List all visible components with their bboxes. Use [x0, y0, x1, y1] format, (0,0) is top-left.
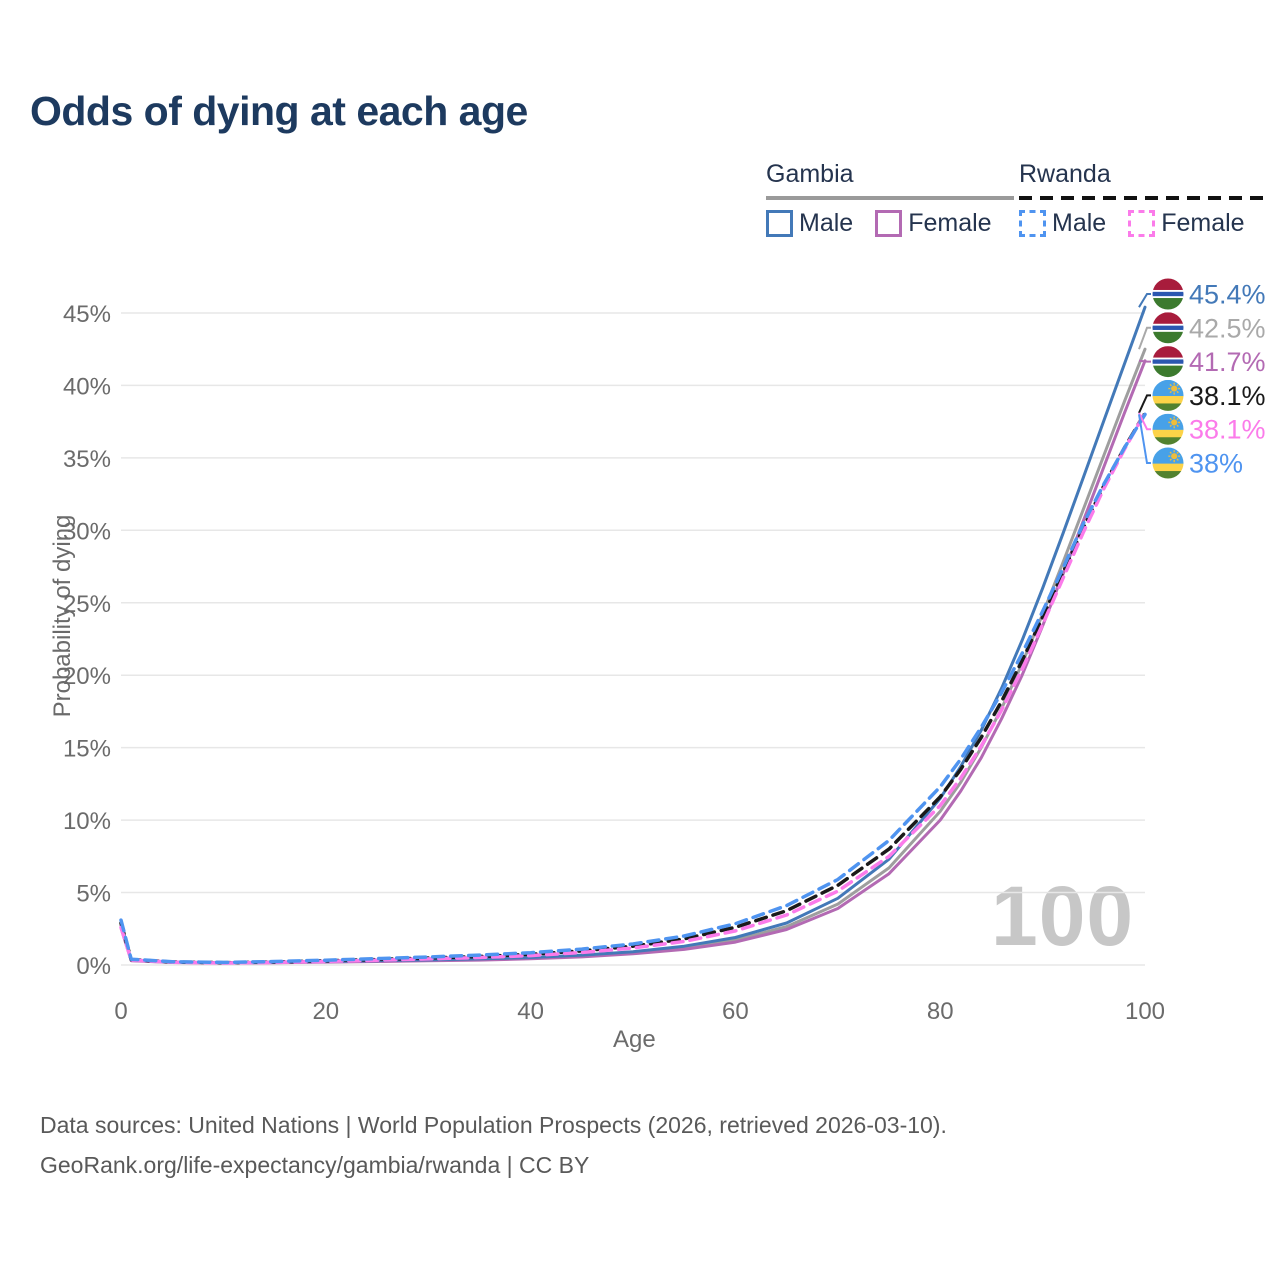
end-label-leader-line	[1138, 394, 1151, 414]
gambia-flag-icon	[1152, 278, 1184, 310]
end-value-label-rwanda-male: 38%	[1189, 449, 1243, 479]
data-source-line2: GeoRank.org/life-expectancy/gambia/rwand…	[40, 1152, 590, 1178]
y-axis-tick-label: 15%	[63, 736, 111, 763]
y-axis-tick-label: 40%	[63, 373, 111, 400]
legend-item-rwanda-male[interactable]: Male	[1019, 209, 1106, 238]
gambia-flag-icon	[1152, 312, 1184, 344]
y-axis-tick-label: 35%	[63, 446, 111, 473]
end-label-leader-line	[1138, 326, 1151, 350]
page-title: Odds of dying at each age	[30, 88, 528, 134]
end-value-label-gambia-male: 45.4%	[1189, 280, 1266, 310]
data-source-note: Data sources: United Nations | World Pop…	[40, 1105, 947, 1185]
series-line-rwanda-all[interactable]	[119, 411, 1147, 965]
legend-rwanda-line-sample	[1019, 196, 1267, 200]
series-line-rwanda-female[interactable]	[119, 411, 1147, 965]
y-axis-tick-label: 10%	[63, 808, 111, 835]
y-axis-title: Probability of dying	[49, 514, 76, 718]
y-axis-tick-label: 25%	[63, 591, 111, 618]
end-value-label-gambia-female: 41.7%	[1189, 347, 1266, 377]
end-label-leader-line	[1138, 293, 1151, 308]
data-source-line1: Data sources: United Nations | World Pop…	[40, 1112, 947, 1138]
end-label-leader-line	[1138, 412, 1151, 431]
legend-item-label: Female	[1161, 209, 1245, 237]
y-axis-tick-label: 20%	[63, 663, 111, 690]
x-axis-tick-label: 0	[114, 998, 127, 1025]
y-axis-tick-label: 5%	[76, 881, 111, 908]
legend-group-gambia-label: Gambia	[766, 160, 854, 188]
series-line-gambia-all[interactable]	[119, 347, 1147, 965]
legend-gambia-line-sample	[766, 196, 1014, 200]
rwanda-flag-icon	[1152, 413, 1184, 445]
legend-item-label: Male	[799, 209, 854, 237]
y-axis-tick-label: 30%	[63, 518, 111, 545]
legend-item-rwanda-female[interactable]: Female	[1128, 209, 1245, 238]
gambia-flag-icon	[1152, 346, 1184, 378]
legend-group-rwanda: Rwanda Male Female	[1019, 160, 1267, 238]
rwanda-flag-icon	[1152, 447, 1184, 479]
end-value-label-rwanda: 38.1%	[1189, 381, 1266, 411]
legend-item-gambia-male[interactable]: Male	[766, 209, 853, 238]
end-label-leader-line	[1138, 359, 1151, 363]
legend-item-gambia-female[interactable]: Female	[875, 209, 992, 238]
rwanda-flag-icon	[1152, 379, 1184, 411]
watermark-age-100: 100	[991, 869, 1135, 963]
legend-item-label: Female	[908, 209, 992, 237]
x-axis-tick-label: 20	[312, 998, 339, 1025]
y-axis-tick-label: 0%	[76, 953, 111, 980]
rwanda-male-swatch-icon	[1019, 210, 1046, 237]
x-axis-tick-label: 60	[722, 998, 749, 1025]
legend-group-rwanda-label: Rwanda	[1019, 160, 1111, 188]
gambia-male-swatch-icon	[766, 210, 793, 237]
gambia-female-swatch-icon	[875, 210, 903, 237]
series-line-gambia-male[interactable]	[119, 305, 1147, 965]
legend-item-label: Male	[1052, 209, 1107, 237]
x-axis-tick-label: 80	[927, 998, 954, 1025]
x-axis-tick-label: 40	[517, 998, 544, 1025]
x-axis-title: Age	[613, 1026, 656, 1053]
series-line-gambia-female[interactable]	[119, 359, 1147, 965]
series-line-rwanda-male[interactable]	[119, 412, 1147, 965]
end-label-leader-line	[1138, 414, 1151, 464]
x-axis-tick-label: 100	[1125, 998, 1165, 1025]
y-axis-tick-label: 45%	[63, 301, 111, 328]
end-value-label-gambia: 42.5%	[1189, 313, 1266, 343]
end-value-label-rwanda-female: 38.1%	[1189, 415, 1266, 445]
rwanda-female-swatch-icon	[1128, 210, 1156, 237]
legend-group-gambia: Gambia Male Female	[766, 160, 1014, 238]
